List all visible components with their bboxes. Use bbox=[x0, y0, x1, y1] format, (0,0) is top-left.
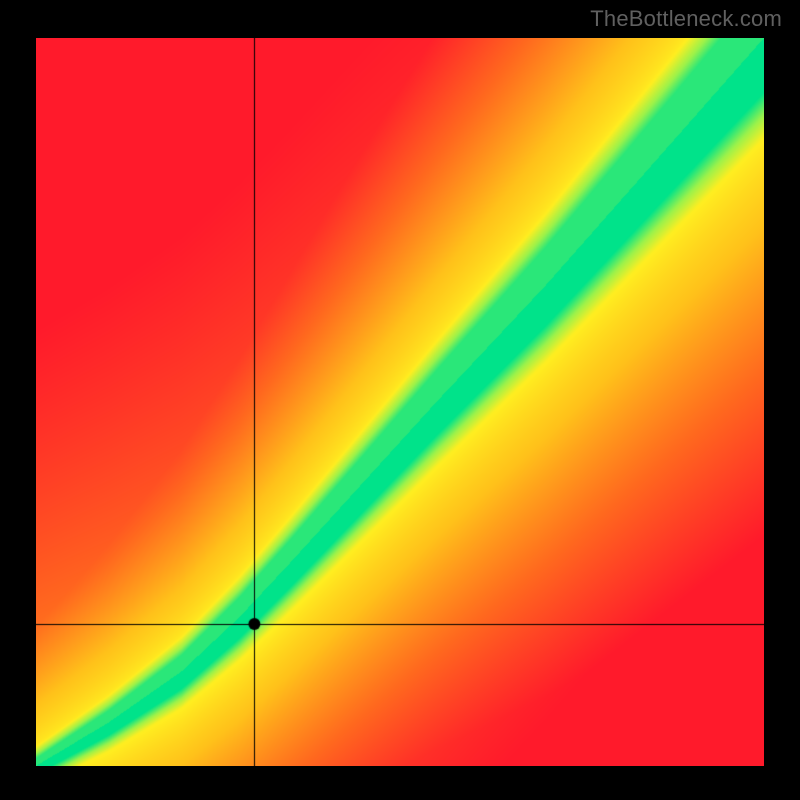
bottleneck-heatmap bbox=[36, 38, 764, 766]
chart-container: TheBottleneck.com bbox=[0, 0, 800, 800]
watermark-text: TheBottleneck.com bbox=[590, 6, 782, 32]
plot-area bbox=[36, 38, 764, 766]
